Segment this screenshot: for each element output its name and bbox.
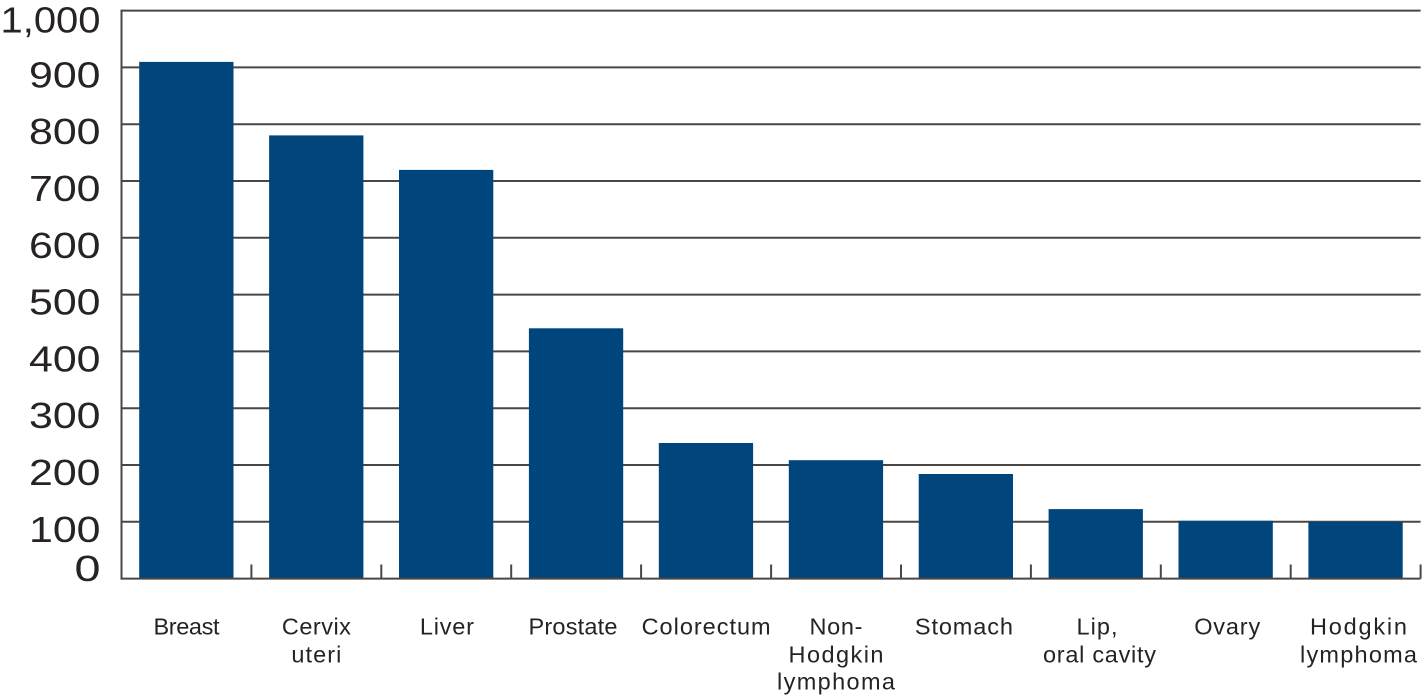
svg-text:600: 600 [29, 225, 101, 266]
svg-text:100: 100 [29, 509, 101, 550]
svg-text:uteri: uteri [291, 641, 341, 667]
svg-text:400: 400 [29, 338, 101, 379]
svg-text:Prostate: Prostate [529, 614, 618, 640]
svg-text:300: 300 [29, 395, 101, 436]
svg-text:800: 800 [29, 111, 101, 152]
svg-text:oral cavity: oral cavity [1043, 641, 1156, 667]
svg-text:900: 900 [29, 54, 101, 95]
svg-text:lymphoma: lymphoma [1300, 641, 1418, 667]
svg-text:Non-: Non- [810, 614, 863, 640]
svg-text:Liver: Liver [420, 614, 474, 640]
svg-text:Hodgkin: Hodgkin [1310, 614, 1407, 640]
svg-text:1,000: 1,000 [1, 0, 101, 40]
svg-text:Hodgkin: Hodgkin [789, 641, 884, 667]
svg-text:Cervix: Cervix [282, 614, 351, 640]
svg-text:Stomach: Stomach [915, 614, 1013, 640]
svg-text:lymphoma: lymphoma [777, 669, 896, 695]
svg-text:Ovary: Ovary [1194, 614, 1260, 640]
svg-text:200: 200 [29, 452, 101, 493]
svg-text:500: 500 [29, 282, 101, 323]
svg-text:Lip,: Lip, [1077, 614, 1118, 640]
svg-text:700: 700 [29, 168, 101, 209]
svg-text:Breast: Breast [154, 614, 220, 640]
svg-text:0: 0 [75, 548, 101, 589]
svg-text:Colorectum: Colorectum [642, 614, 771, 640]
